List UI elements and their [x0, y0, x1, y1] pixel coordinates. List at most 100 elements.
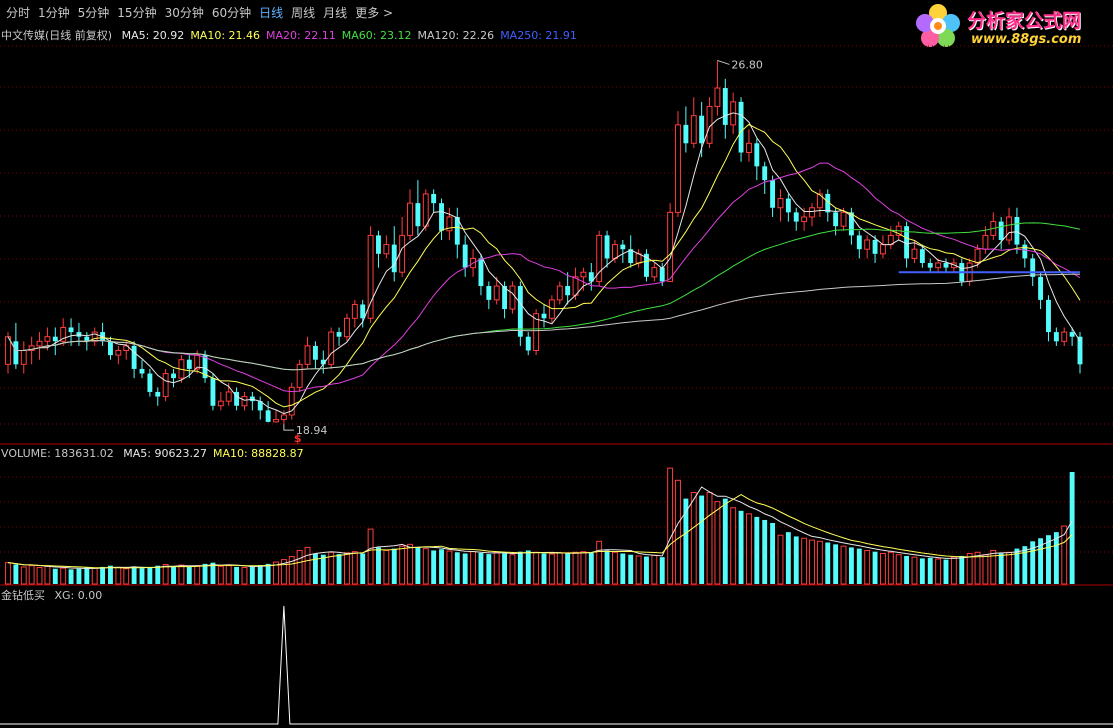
- candle-body-134: [1061, 331, 1068, 342]
- ma-legend-5: MA250: 21.91: [500, 29, 577, 42]
- volume-bar-26: [210, 562, 216, 584]
- indicator-legend: 金钻低买 XG: 0.00: [1, 587, 108, 603]
- period-tab-4[interactable]: 30分钟: [164, 5, 204, 20]
- candle-body-39: [312, 345, 318, 360]
- candle-body-52: [415, 203, 421, 227]
- candle-body-118: [935, 262, 942, 269]
- volume-bar-83: [659, 557, 665, 584]
- volume-bar-5: [44, 565, 51, 585]
- period-tab-6[interactable]: 日线: [259, 5, 284, 20]
- candle-body-33: [265, 410, 271, 422]
- period-tab-2[interactable]: 5分钟: [77, 5, 110, 20]
- candle-body-15: [123, 345, 130, 352]
- candle-body-98: [777, 198, 784, 209]
- volume-bar-94: [745, 513, 752, 585]
- candle-body-10: [84, 336, 90, 342]
- period-tab-1[interactable]: 1分钟: [38, 5, 70, 20]
- volume-bar-15: [123, 568, 130, 585]
- high-label: 26.80: [731, 58, 763, 71]
- candle-body-45: [360, 304, 366, 319]
- volume-bar-84: [667, 467, 674, 585]
- candle-body-55: [439, 203, 444, 231]
- volume-bar-102: [809, 539, 815, 585]
- candle-body-25: [202, 355, 208, 379]
- candle-body-4: [36, 340, 43, 347]
- candle-body-74: [588, 272, 594, 282]
- volume-bar-105: [833, 544, 839, 584]
- period-tab-7[interactable]: 周线: [291, 5, 316, 20]
- candle-body-61: [486, 286, 492, 300]
- price-legend: 中文传媒(日线 前复权) MA5: 20.92 MA10: 21.46 MA20: …: [1, 27, 583, 43]
- ma-legend-4: MA120: 22.26: [417, 29, 495, 42]
- candle-body-44: [351, 303, 358, 319]
- candle-body-8: [68, 327, 74, 333]
- volume-bar-73: [580, 551, 587, 585]
- candle-body-106: [840, 211, 847, 227]
- period-tab-9[interactable]: 更多 >: [355, 5, 394, 20]
- candle-body-58: [462, 244, 468, 268]
- volume-bar-45: [360, 553, 366, 584]
- candle-body-47: [376, 235, 381, 254]
- candle-body-32: [257, 401, 263, 411]
- candle-body-84: [667, 211, 674, 282]
- volume-bar-40: [320, 554, 326, 584]
- candle-body-136: [1077, 336, 1083, 365]
- indicator-value: XG: 0.00: [54, 589, 103, 602]
- period-tab-0[interactable]: 分时: [6, 5, 31, 20]
- volume-bar-24: [194, 565, 201, 585]
- candle-body-41: [328, 331, 335, 365]
- volume-bar-91: [722, 498, 728, 584]
- period-tab-5[interactable]: 60分钟: [211, 5, 252, 20]
- candle-body-75: [596, 234, 603, 282]
- volume-bar-130: [1030, 541, 1036, 584]
- period-toolbar: 分时 1分钟 5分钟 15分钟 30分钟 60分钟 日线 周线 月线 更多 >: [0, 0, 900, 24]
- volume-bar-66: [525, 550, 531, 584]
- ma20-line: [7, 162, 1081, 393]
- period-tab-3[interactable]: 15分钟: [117, 5, 157, 20]
- volume-bar-112: [887, 551, 894, 585]
- volume-bar-65: [517, 551, 523, 584]
- volume-bar-34: [273, 561, 279, 585]
- volume-bar-103: [816, 540, 823, 585]
- volume-bar-96: [762, 519, 768, 584]
- volume-bar-56: [446, 550, 453, 585]
- volume-bar-63: [502, 553, 508, 584]
- volume-bar-118: [935, 558, 942, 585]
- volume-bar-9: [76, 568, 82, 584]
- volume-bar-113: [895, 554, 902, 585]
- volume-bar-23: [186, 566, 192, 584]
- candle-body-18: [147, 373, 153, 392]
- volume-bar-19: [155, 565, 161, 584]
- candle-body-87: [690, 115, 697, 144]
- volume-bar-129: [1022, 546, 1028, 584]
- candle-body-83: [659, 267, 665, 282]
- volume-bar-25: [202, 563, 208, 584]
- volume-bar-121: [959, 555, 965, 584]
- stock-title: 中文传媒(日线 前复权): [1, 29, 113, 42]
- volume-bar-68: [541, 553, 547, 584]
- candle-body-117: [927, 263, 933, 268]
- volume-bar-81: [644, 556, 649, 584]
- period-tab-8[interactable]: 月线: [323, 5, 348, 20]
- volume-bar-47: [376, 547, 381, 584]
- candle-body-65: [517, 286, 523, 337]
- candle-body-35: [280, 414, 287, 421]
- volume-bar-131: [1038, 538, 1044, 584]
- candle-body-104: [825, 193, 831, 213]
- volume-bar-21: [171, 566, 176, 584]
- volume-bar-89: [706, 492, 713, 585]
- low-pointer: [283, 424, 294, 431]
- volume-bar-14: [115, 567, 122, 585]
- candle-body-48: [383, 244, 390, 255]
- candle-body-56: [446, 216, 453, 232]
- candle-body-80: [635, 253, 642, 264]
- candle-body-37: [296, 363, 303, 388]
- candle-body-102: [809, 207, 815, 218]
- volume-bar-43: [343, 552, 350, 585]
- candle-body-95: [754, 143, 760, 167]
- volume-bar-128: [1014, 548, 1020, 584]
- candle-body-63: [502, 286, 508, 310]
- candle-body-51: [407, 202, 413, 236]
- candle-body-127: [1006, 216, 1013, 241]
- candle-body-135: [1069, 332, 1075, 337]
